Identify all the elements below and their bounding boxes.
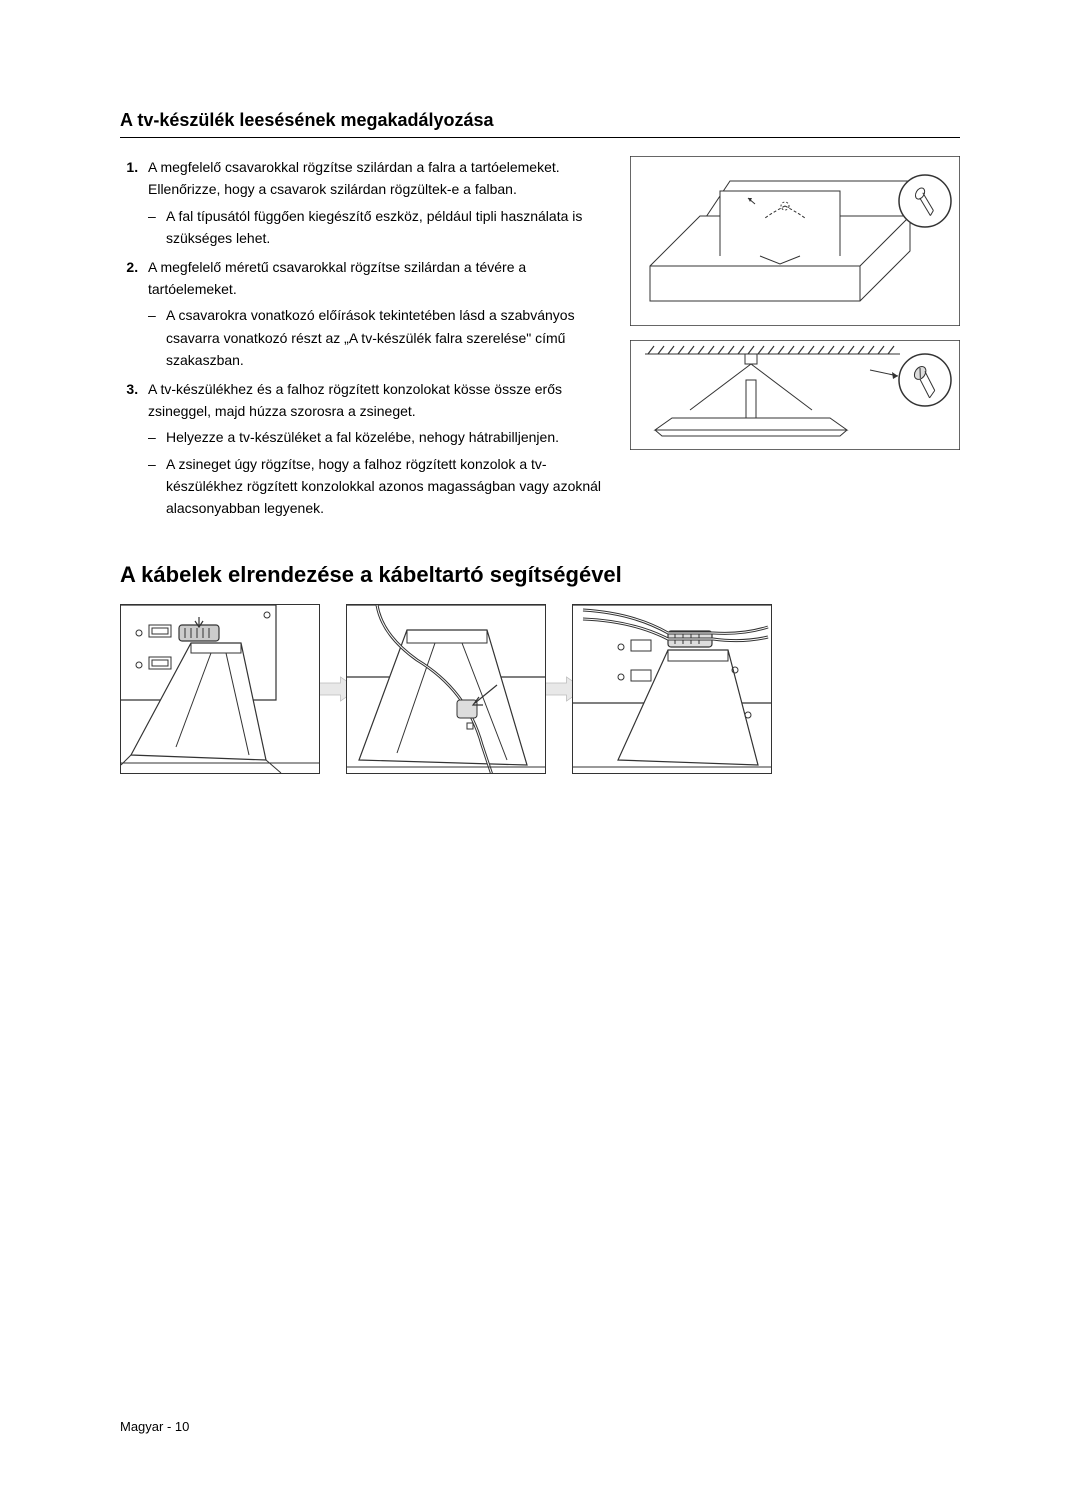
tv-sideview-diagram [630,340,960,450]
cable-diagram-3 [572,604,772,774]
tv-tether-diagram [630,156,960,326]
step-2-text: A megfelelő méretű csavarokkal rögzítse … [148,259,526,297]
steps-list: A megfelelő csavarokkal rögzítse szilárd… [120,156,610,520]
page-footer: Magyar - 10 [120,1419,189,1434]
step-3: A tv-készülékhez és a falhoz rögzített k… [142,378,610,520]
diagram-column [630,156,960,526]
step-3-sub-0: Helyezze a tv-készüléket a fal közelébe,… [166,426,610,448]
step-2-sub-0: A csavarokra vonatkozó előírások tekinte… [166,304,610,371]
text-column: A megfelelő csavarokkal rögzítse szilárd… [120,156,610,526]
section-title: A tv-készülék leesésének megakadályozása [120,110,960,138]
step-3-sub-1: A zsineget úgy rögzítse, hogy a falhoz r… [166,453,610,520]
cable-diagram-row [120,604,960,774]
step-1-sub-0: A fal típusától függően kiegészítő eszkö… [166,205,610,250]
cable-section-title: A kábelek elrendezése a kábeltartó segít… [120,562,960,588]
cable-diagram-1 [120,604,320,774]
cable-diagram-2 [346,604,546,774]
step-3-text: A tv-készülékhez és a falhoz rögzített k… [148,381,562,419]
step-2: A megfelelő méretű csavarokkal rögzítse … [142,256,610,372]
step-1-text: A megfelelő csavarokkal rögzítse szilárd… [148,159,560,197]
step-1: A megfelelő csavarokkal rögzítse szilárd… [142,156,610,250]
content-row: A megfelelő csavarokkal rögzítse szilárd… [120,156,960,526]
